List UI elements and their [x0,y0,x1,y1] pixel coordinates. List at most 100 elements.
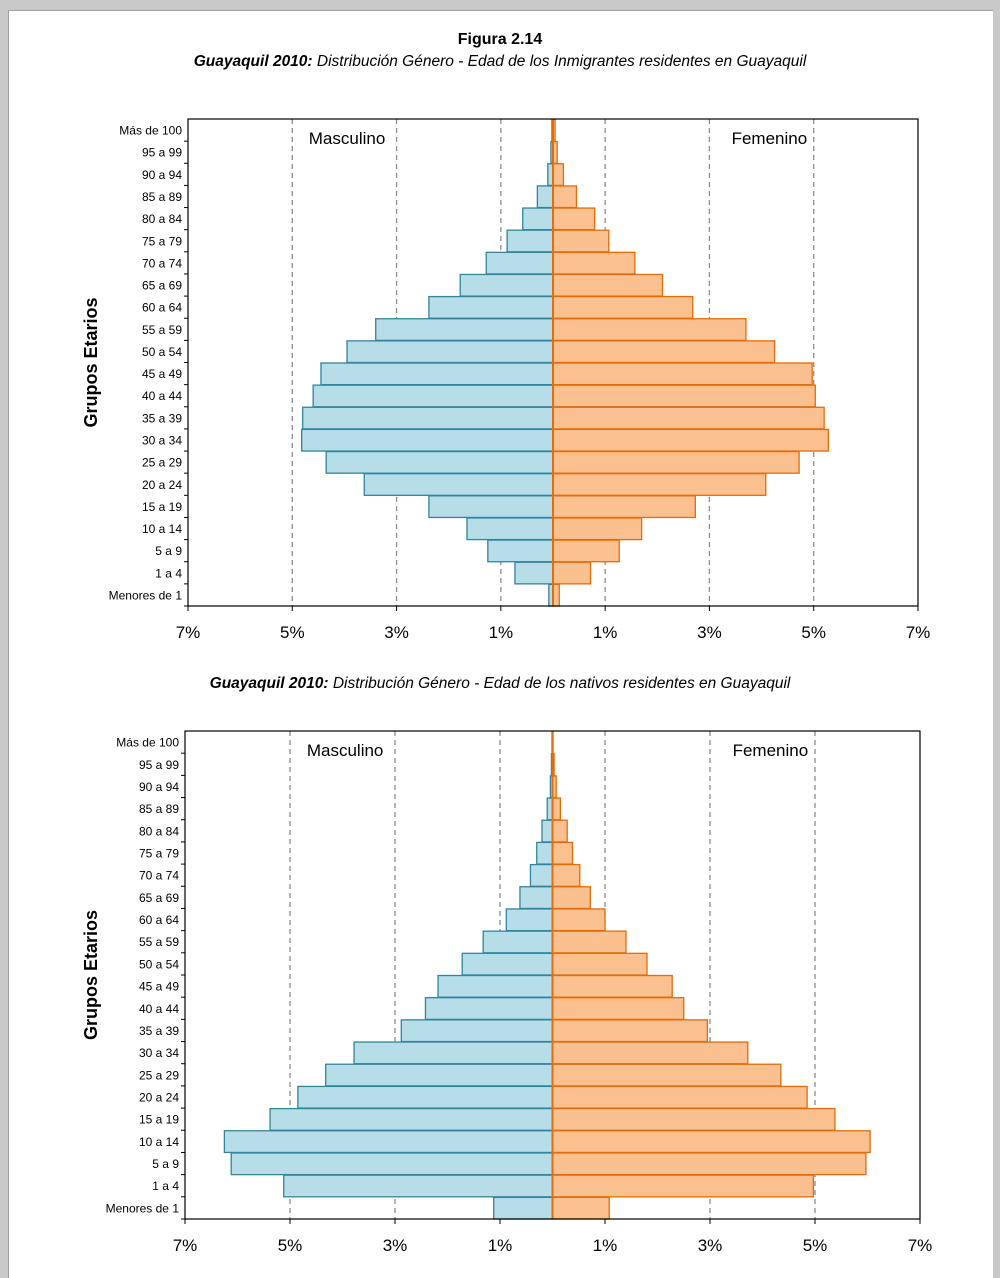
y-category-label: 30 a 34 [142,433,182,447]
bar-female-2 [552,539,620,563]
bar-male-13 [505,908,554,932]
y-category-label: 20 a 24 [142,478,182,492]
y-category-label: 70 a 74 [139,869,179,883]
bar-male-8 [400,1019,554,1043]
bar-female-1 [551,1174,815,1198]
bar-male-3 [223,1130,554,1154]
y-category-label: 95 a 99 [139,758,179,772]
y-category-label: 65 a 69 [139,891,179,905]
y-category-label: 25 a 29 [142,456,182,470]
y-category-label: 90 a 94 [139,780,179,794]
bar-female-7 [552,428,829,452]
population-pyramid-natives: 7% 5% 3% 1% 1% 3% 5% 7% Menores de 1 1 a 4 5 a 9 10… [81,730,933,1255]
bar-male-13 [428,295,554,319]
y-category-label: 45 a 49 [142,367,182,381]
y-category-label: 35 a 39 [142,411,182,425]
bar-male-11 [461,952,554,976]
x-tick-label: 1% [593,1236,618,1255]
bar-male-4 [428,495,554,519]
y-category-label: 60 a 64 [142,301,182,315]
y-category-label: 25 a 29 [139,1068,179,1082]
bar-female-4 [552,495,697,519]
bar-male-10 [437,974,554,998]
x-tick-label: 1% [488,1236,513,1255]
x-tick-label: 3% [384,623,409,642]
annotation-femenino: Femenino [732,129,808,148]
bar-male-11 [346,340,554,364]
y-category-label: 85 a 89 [139,802,179,816]
bar-male-0 [493,1196,554,1220]
y-category-label: 5 a 9 [155,544,182,558]
x-tick-label: 3% [698,1236,723,1255]
bar-male-7 [301,428,554,452]
y-category-label: 75 a 79 [142,234,182,248]
y-category-label: 20 a 24 [139,1091,179,1105]
bar-male-18 [536,185,554,209]
y-category-label: 95 a 99 [142,146,182,160]
bar-female-19 [552,163,565,187]
bar-female-2 [551,1152,867,1176]
y-category-label: 60 a 64 [139,913,179,927]
y-category-label: 10 a 14 [142,522,182,536]
bar-male-8 [302,406,554,430]
chart-2-title-rest: Distribución Género - Edad de los nativo… [328,675,791,692]
bar-male-10 [320,362,554,386]
y-category-label: 75 a 79 [139,847,179,861]
x-tick-label: 7% [908,1236,933,1255]
annotation-masculino: Masculino [309,129,386,148]
bar-male-15 [529,863,554,887]
y-category-label: 70 a 74 [142,256,182,270]
bar-female-1 [552,561,592,585]
bar-female-8 [551,1019,709,1043]
bar-male-1 [283,1174,554,1198]
bar-female-11 [552,340,776,364]
y-axis-title: Grupos Etarios [81,910,101,1040]
x-tick-label: 5% [801,623,826,642]
bar-male-16 [506,229,554,253]
figure-label: Figura 2.14 [457,31,543,48]
bar-female-5 [551,1085,808,1109]
x-tick-label: 7% [173,1236,198,1255]
bar-female-9 [552,384,816,408]
bar-female-6 [552,450,800,474]
chart-2-title-bold: Guayaquil 2010: [209,675,329,692]
bar-male-5 [297,1085,554,1109]
bar-male-14 [519,886,554,910]
y-category-label: 1 a 4 [155,566,182,580]
bar-male-2 [487,539,554,563]
bar-male-17 [522,207,554,231]
bar-female-17 [552,207,596,231]
bar-male-9 [312,384,554,408]
bar-male-12 [482,930,554,954]
bar-female-13 [551,908,606,932]
y-category-label: 55 a 59 [142,323,182,337]
x-tick-label: 7% [906,623,931,642]
chart-1-title-rest: Distribución Género - Edad de los Inmigr… [312,53,807,70]
bar-female-0 [551,1196,610,1220]
y-category-label: 90 a 94 [142,168,182,182]
x-tick-label: 1% [593,623,618,642]
bar-female-8 [552,406,825,430]
bar-male-7 [353,1041,554,1065]
bar-male-12 [375,318,554,342]
bar-female-10 [552,362,813,386]
bar-female-18 [551,797,562,821]
bar-female-4 [551,1107,836,1131]
bar-male-17 [541,819,554,843]
bar-male-6 [325,450,554,474]
x-tick-label: 5% [803,1236,828,1255]
y-category-label: 50 a 54 [139,957,179,971]
bar-male-9 [424,997,554,1021]
bar-male-3 [466,517,554,541]
bar-female-6 [551,1063,782,1087]
y-category-label: Más de 100 [116,736,179,750]
bar-female-12 [552,318,747,342]
bar-male-15 [485,251,554,275]
x-tick-label: 3% [697,623,722,642]
y-category-label: 10 a 14 [139,1135,179,1149]
y-category-label: Más de 100 [119,124,182,138]
x-tick-label: 5% [278,1236,303,1255]
y-category-label: 80 a 84 [139,824,179,838]
x-tick-label: 5% [280,623,305,642]
